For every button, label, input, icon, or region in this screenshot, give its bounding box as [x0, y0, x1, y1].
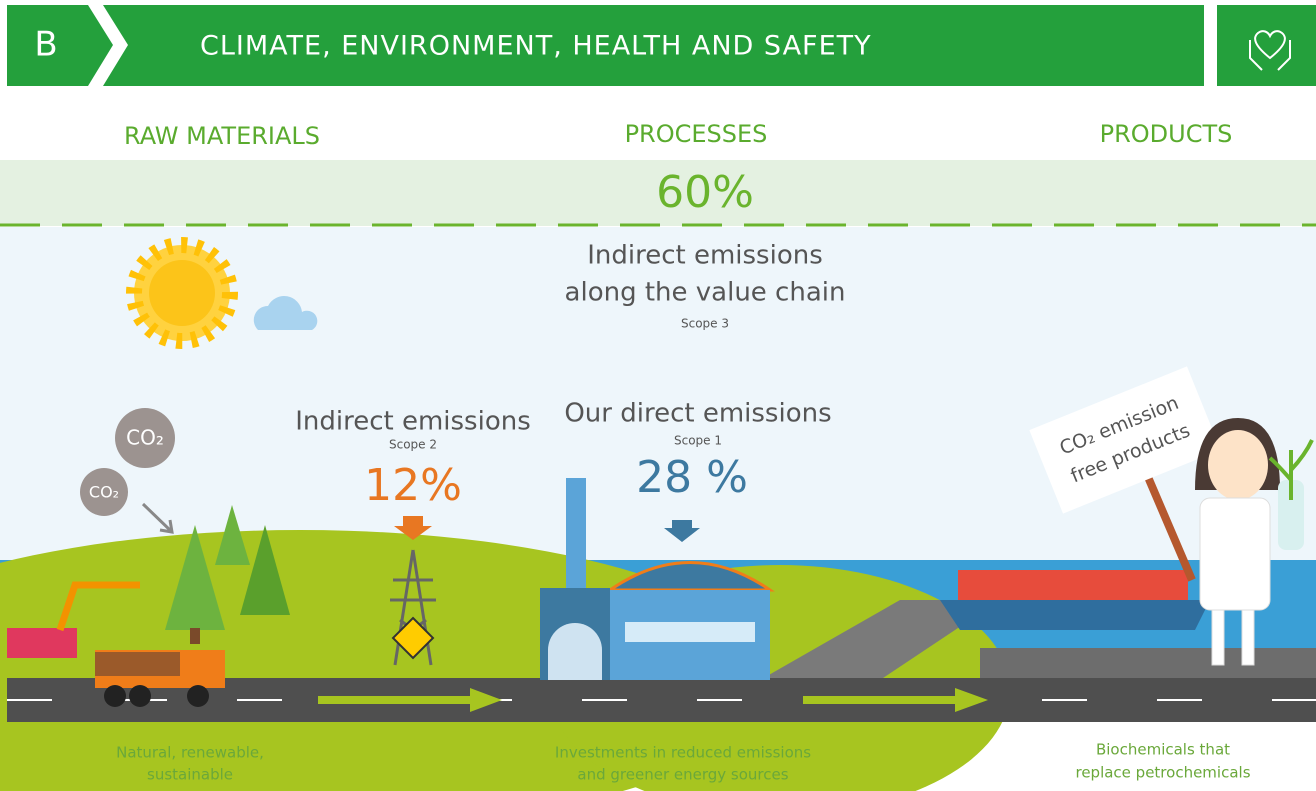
- infographic: B CLIMATE, ENVIRONMENT, HEALTH AND SAFET…: [0, 0, 1316, 791]
- header-letter: B: [34, 25, 57, 65]
- logs: [95, 652, 180, 676]
- stage-label: RAW MATERIALS: [124, 122, 320, 150]
- scope1-title: Our direct emissions: [564, 399, 831, 429]
- factory-windows: [625, 622, 755, 642]
- tree-trunk: [190, 628, 200, 644]
- scope3-title: Indirect emissions: [587, 241, 823, 271]
- leg: [1212, 610, 1224, 665]
- wheel: [104, 685, 126, 707]
- sun-core: [149, 260, 215, 326]
- coat: [1200, 498, 1270, 610]
- chimney: [566, 478, 586, 588]
- co2-label: CO₂: [126, 426, 164, 450]
- factory-door: [548, 623, 602, 680]
- caption: Investments in reduced emissions: [555, 744, 811, 762]
- scope2-scope: Scope 2: [389, 438, 437, 452]
- caption: replace petrochemicals: [1075, 764, 1250, 782]
- wheel: [129, 685, 151, 707]
- scope1-scope: Scope 1: [674, 434, 722, 448]
- caption: and greener energy sources: [577, 766, 788, 784]
- scope3-scope: Scope 3: [681, 317, 729, 331]
- wheel: [187, 685, 209, 707]
- scope1-share: 28 %: [636, 452, 748, 503]
- face: [1208, 430, 1268, 500]
- stage-label: PROCESSES: [625, 120, 768, 148]
- scope2-title: Indirect emissions: [295, 407, 531, 437]
- containers: [958, 570, 1188, 602]
- ship: [940, 600, 1210, 630]
- scope3-share: 60%: [656, 167, 754, 218]
- caption: Natural, renewable,: [116, 744, 264, 762]
- caption: Biochemicals that: [1096, 741, 1230, 759]
- header-title: CLIMATE, ENVIRONMENT, HEALTH AND SAFETY: [200, 31, 872, 62]
- stage-label: PRODUCTS: [1100, 120, 1233, 148]
- co2-label: CO₂: [89, 483, 119, 502]
- quay: [980, 648, 1316, 680]
- scope2-share: 12%: [364, 460, 462, 511]
- leg: [1242, 610, 1254, 665]
- caption: sustainable: [147, 766, 233, 784]
- excavator: [7, 628, 77, 658]
- icon-box: [1217, 5, 1316, 86]
- scope3-title: along the value chain: [565, 278, 846, 308]
